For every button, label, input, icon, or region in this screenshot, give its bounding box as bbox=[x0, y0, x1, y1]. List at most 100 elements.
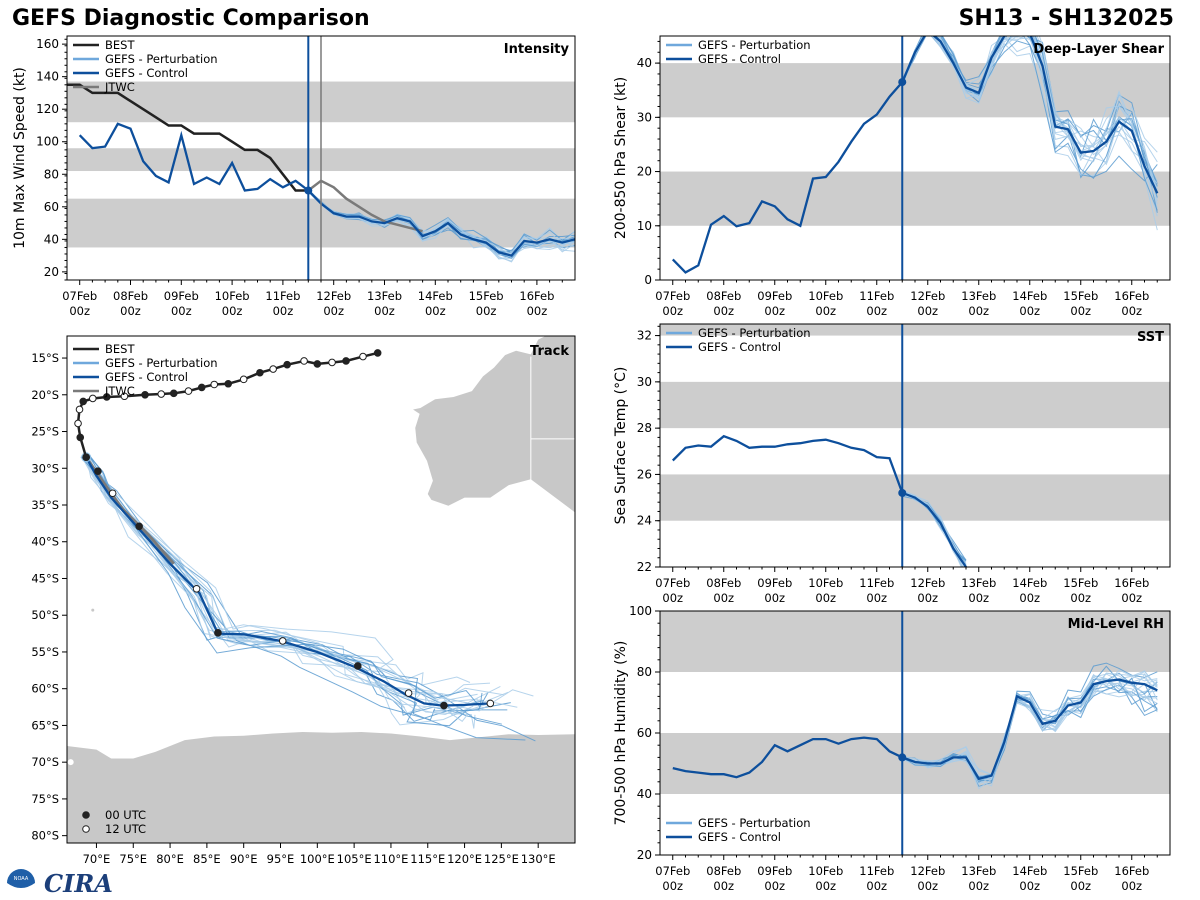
sst-ytick-label: 28 bbox=[637, 421, 652, 435]
sst-ytick-label: 24 bbox=[637, 514, 652, 528]
intensity-legend-label: GEFS - Perturbation bbox=[105, 52, 218, 66]
shear-xtick-label: 10Feb bbox=[808, 289, 843, 303]
shear-perturbation-line bbox=[901, 36, 1158, 184]
rh-ytick-label: 80 bbox=[637, 665, 652, 679]
track-best-marker bbox=[102, 393, 111, 401]
sst-perturbation-line bbox=[902, 495, 967, 565]
rh-ylabel: 700-500 hPa Humidity (%) bbox=[613, 641, 629, 826]
sst-ytick-label: 22 bbox=[637, 560, 652, 574]
track-ytick-label: 75°S bbox=[31, 792, 59, 806]
intensity-xtick-label: 10Feb bbox=[215, 289, 250, 303]
shear-xtick-label: 15Feb bbox=[1063, 289, 1098, 303]
intensity-ytick-label: 120 bbox=[36, 102, 59, 116]
intensity-legend-label: BEST bbox=[105, 38, 135, 52]
shear-xtick-label: 08Feb bbox=[706, 289, 741, 303]
track-marker-legend-swatch bbox=[82, 811, 90, 819]
track-control-marker bbox=[486, 699, 495, 708]
track-best-marker bbox=[141, 390, 149, 399]
track-ytick-label: 25°S bbox=[31, 425, 59, 439]
rh-xtick-label: 16Feb bbox=[1114, 864, 1149, 878]
rh-legend-label: GEFS - Control bbox=[698, 830, 781, 844]
track-best-marker bbox=[342, 357, 350, 365]
sst-ytick-label: 26 bbox=[637, 467, 652, 481]
track-best-marker bbox=[373, 349, 382, 357]
shear-ytick-label: 20 bbox=[637, 165, 652, 179]
sst-xtick-label: 00z bbox=[866, 591, 887, 605]
shear-xtick-label: 12Feb bbox=[910, 289, 945, 303]
track-best-marker bbox=[269, 365, 277, 373]
track-best-marker bbox=[169, 389, 178, 398]
sst-xtick-label: 00z bbox=[968, 591, 989, 605]
page-title: GEFS Diagnostic Comparison bbox=[12, 6, 370, 31]
rh-ytick-label: 40 bbox=[637, 787, 652, 801]
shear-legend-label: GEFS - Control bbox=[698, 52, 781, 66]
sst-ytick-label: 32 bbox=[637, 329, 652, 343]
track-marker-legend-swatch bbox=[82, 825, 90, 833]
track-ytick-label: 30°S bbox=[31, 461, 59, 475]
track-ytick-label: 40°S bbox=[31, 535, 59, 549]
track-perturbation-line bbox=[84, 459, 479, 705]
track-control-marker bbox=[135, 522, 143, 531]
sst-xtick-label: 13Feb bbox=[961, 576, 996, 590]
sst-frame bbox=[659, 323, 1171, 568]
track-perturbation-line bbox=[80, 456, 483, 708]
shear-xtick-label: 00z bbox=[815, 304, 836, 318]
shear-xtick-label: 11Feb bbox=[859, 289, 894, 303]
rh-xtick-label: 00z bbox=[866, 879, 887, 893]
sst-band bbox=[660, 381, 1170, 429]
shear-xtick-label: 09Feb bbox=[757, 289, 792, 303]
intensity-xtick-label: 00z bbox=[171, 304, 192, 318]
rh-xtick-label: 09Feb bbox=[757, 864, 792, 878]
track-ytick-label: 65°S bbox=[31, 718, 59, 732]
intensity-xtick-label: 00z bbox=[222, 304, 243, 318]
rh-xtick-label: 00z bbox=[815, 879, 836, 893]
intensity-perturbation-line bbox=[307, 188, 575, 259]
shear-band bbox=[660, 63, 1170, 118]
rh-xtick-label: 00z bbox=[764, 879, 785, 893]
rh-control-line bbox=[672, 678, 1158, 781]
sst-chart: 22242628303207Feb00z08Feb00z09Feb00z10Fe… bbox=[613, 323, 1171, 605]
rh-xtick-label: 00z bbox=[1121, 879, 1142, 893]
track-control-marker bbox=[94, 467, 102, 476]
sst-legend-label: GEFS - Control bbox=[698, 340, 781, 354]
rh-xtick-label: 00z bbox=[917, 879, 938, 893]
track-perturbation-line bbox=[81, 456, 474, 726]
sst-xtick-label: 15Feb bbox=[1063, 576, 1098, 590]
rh-xtick-label: 00z bbox=[1070, 879, 1091, 893]
track-control-marker bbox=[108, 489, 117, 498]
track-xtick-label: 130°E bbox=[521, 852, 556, 866]
track-xtick-label: 105°E bbox=[337, 852, 372, 866]
track-chart: 70°E 75°E 80°E 85°E 90°E 95°E 100°E 105°E 110°E 1… bbox=[31, 335, 576, 866]
sst-plot-area bbox=[660, 324, 1170, 567]
intensity-chart: 2040608010012014016007Feb00z08Feb00z09Fe… bbox=[12, 35, 576, 318]
intensity-xtick-label: 13Feb bbox=[367, 289, 402, 303]
track-best-marker bbox=[74, 419, 82, 428]
intensity-legend-label: JTWC bbox=[104, 80, 135, 94]
track-ytick-label: 45°S bbox=[31, 571, 59, 585]
shear-xtick-label: 00z bbox=[1019, 304, 1040, 318]
sst-xtick-label: 10Feb bbox=[808, 576, 843, 590]
track-ytick-label: 55°S bbox=[31, 645, 59, 659]
shear-perturbation-line bbox=[901, 36, 1158, 187]
intensity-legend-label: GEFS - Control bbox=[105, 66, 188, 80]
shear-xtick-label: 00z bbox=[662, 304, 683, 318]
sst-init-point bbox=[898, 488, 907, 497]
track-legend-label: JTWC bbox=[104, 384, 135, 398]
intensity-xtick-label: 00z bbox=[323, 304, 344, 318]
track-plot-area bbox=[67, 336, 575, 843]
track-ytick-label: 60°S bbox=[31, 682, 59, 696]
shear-control-line bbox=[671, 36, 1159, 274]
intensity-xtick-label: 00z bbox=[374, 304, 395, 318]
track-xtick-label: 120°E bbox=[447, 852, 482, 866]
shear-xtick-label: 00z bbox=[968, 304, 989, 318]
cira-logo-text: CIRA bbox=[44, 868, 113, 898]
track-control-marker bbox=[354, 662, 362, 670]
sst-xtick-label: 00z bbox=[1019, 591, 1040, 605]
sst-xtick-label: 00z bbox=[815, 591, 836, 605]
sst-ytick-label: 30 bbox=[637, 375, 652, 389]
shear-xtick-label: 00z bbox=[866, 304, 887, 318]
track-best-marker bbox=[88, 394, 97, 403]
intensity-ytick-label: 80 bbox=[44, 167, 59, 181]
intensity-plot-area bbox=[67, 36, 575, 280]
rh-perturbation-line bbox=[902, 677, 1158, 779]
